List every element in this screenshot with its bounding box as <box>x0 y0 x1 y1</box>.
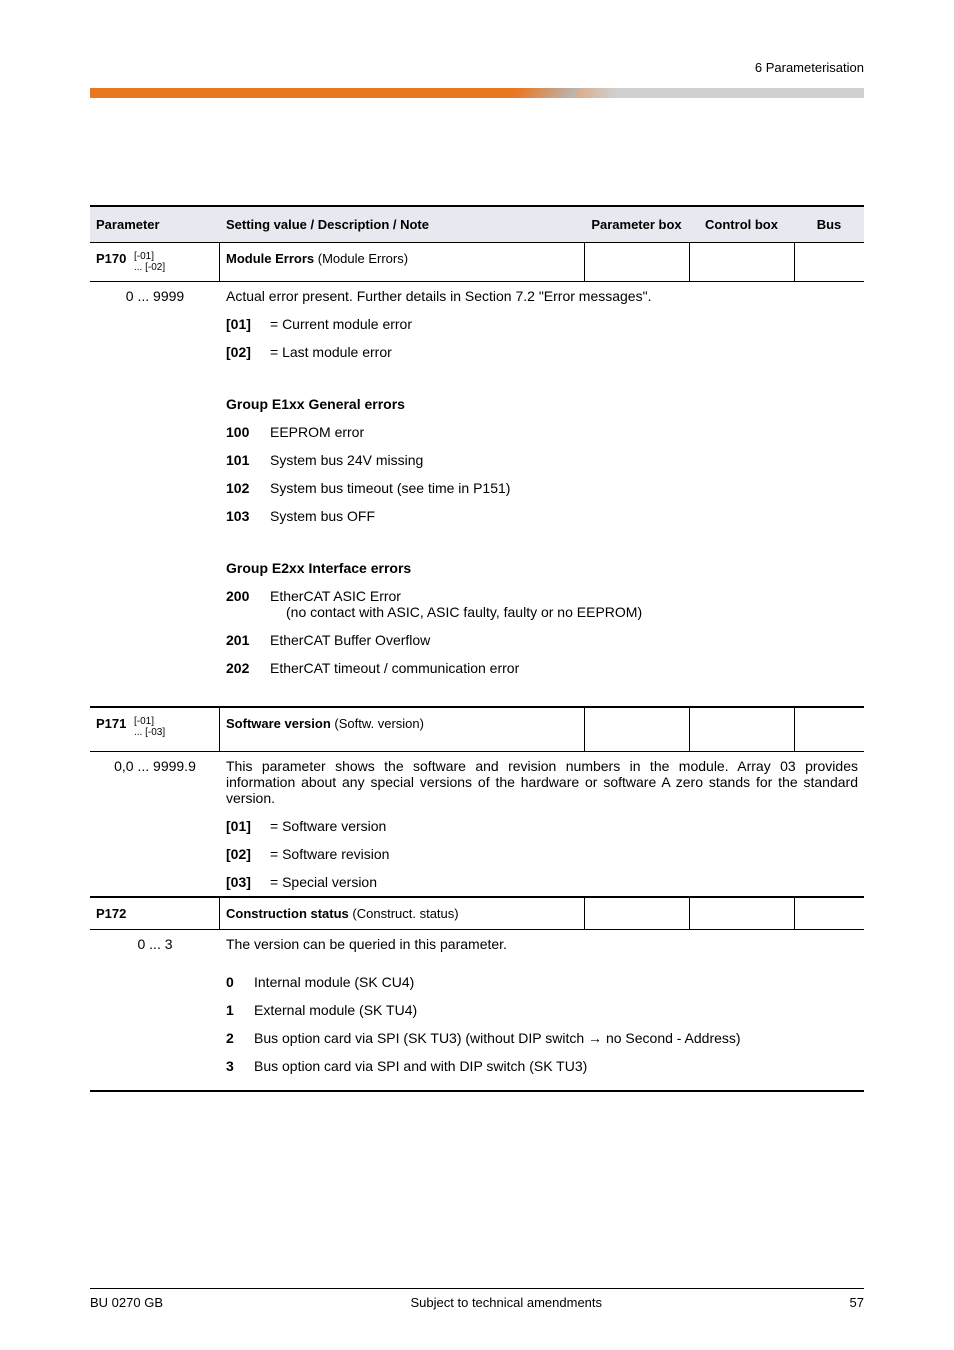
p170-groupA-title: Group E1xx General errors <box>220 394 864 414</box>
p171-a02-lbl: [02] <box>226 846 270 862</box>
footer-center: Subject to technical amendments <box>411 1295 603 1310</box>
p170-groupA-row: Group E1xx General errors <box>90 390 864 418</box>
p170-e200-lbl: 200 <box>226 588 270 604</box>
table-bottom-border <box>90 1090 864 1092</box>
p172-r0-txt: Internal module (SK CU4) <box>254 974 414 990</box>
header-section: 6 Parameterisation <box>755 60 864 75</box>
p171-ctrlcol <box>689 708 794 751</box>
p172-buscol <box>794 898 864 929</box>
p172-code: P172 <box>96 906 126 921</box>
p170-a01-row: [01]= Current module error <box>90 310 864 338</box>
p172-r0-lbl: 0 <box>226 974 254 990</box>
p170-desc: Actual error present. Further details in… <box>220 286 864 306</box>
p170-e102-row: 102System bus timeout (see time in P151) <box>90 474 864 502</box>
p171-a01-row: [01]= Software version <box>90 812 864 840</box>
p170-e200-row: 200EtherCAT ASIC Error(no contact with A… <box>90 582 864 626</box>
table-header-row: Parameter Setting value / Description / … <box>90 205 864 243</box>
p170-e200-sub: (no contact with ASIC, ASIC faulty, faul… <box>226 604 642 620</box>
p170-e201-txt: EtherCAT Buffer Overflow <box>270 632 430 648</box>
th-parameter-box: Parameter box <box>584 207 689 242</box>
p170-e101-row: 101System bus 24V missing <box>90 446 864 474</box>
p172-r1-lbl: 1 <box>226 1002 254 1018</box>
p172-r1-txt: External module (SK TU4) <box>254 1002 417 1018</box>
p171-range: 0,0 ... 9999.9 <box>90 756 220 808</box>
th-bus: Bus <box>794 207 864 242</box>
p171-a01-txt: = Software version <box>270 818 386 834</box>
p170-e100-txt: EEPROM error <box>270 424 364 440</box>
p170-e103-lbl: 103 <box>226 508 270 524</box>
p172-r0-row: 0Internal module (SK CU4) <box>90 968 864 996</box>
p170-array-note: [-01] ... [-02] <box>134 251 165 273</box>
p170-e101-lbl: 101 <box>226 452 270 468</box>
p172-range: 0 ... 3 <box>90 934 220 954</box>
p172-title-suffix: (Construct. status) <box>352 906 458 921</box>
p171-code: P171 <box>96 716 126 731</box>
p171-header-row: P171 [-01] ... [-03] Software version (S… <box>90 706 864 752</box>
p171-desc: This parameter shows the software and re… <box>220 756 864 808</box>
th-parameter: Parameter <box>90 207 220 242</box>
p172-r1-row: 1External module (SK TU4) <box>90 996 864 1024</box>
p172-header-row: P172 Construction status (Construct. sta… <box>90 896 864 930</box>
footer-left: BU 0270 GB <box>90 1295 163 1310</box>
th-control-box: Control box <box>689 207 794 242</box>
p170-e100-lbl: 100 <box>226 424 270 440</box>
p170-e200-txt: EtherCAT ASIC Error <box>270 588 401 604</box>
p170-e103-row: 103System bus OFF <box>90 502 864 530</box>
p172-range-row: 0 ... 3 The version can be queried in th… <box>90 930 864 958</box>
p170-paramcol <box>584 243 689 281</box>
p170-buscol <box>794 243 864 281</box>
p170-a01-txt: = Current module error <box>270 316 412 332</box>
p170-e201-lbl: 201 <box>226 632 270 648</box>
p172-ctrlcol <box>689 898 794 929</box>
p170-title-suffix: (Module Errors) <box>318 251 408 266</box>
p171-a01-lbl: [01] <box>226 818 270 834</box>
p171-a03-row: [03]= Special version <box>90 868 864 896</box>
p170-a02-row: [02]= Last module error <box>90 338 864 366</box>
p171-buscol <box>794 708 864 751</box>
p170-header-row: P170 [-01] ... [-02] Module Errors (Modu… <box>90 243 864 282</box>
p170-a02-txt: = Last module error <box>270 344 392 360</box>
p170-range-row: 0 ... 9999 Actual error present. Further… <box>90 282 864 310</box>
p170-e201-row: 201EtherCAT Buffer Overflow <box>90 626 864 654</box>
p170-e102-lbl: 102 <box>226 480 270 496</box>
p170-e202-txt: EtherCAT timeout / communication error <box>270 660 519 676</box>
p172-r2-lbl: 2 <box>226 1030 254 1046</box>
p170-e202-row: 202EtherCAT timeout / communication erro… <box>90 654 864 682</box>
p170-groupB-title: Group E2xx Interface errors <box>220 558 864 578</box>
p170-e103-txt: System bus OFF <box>270 508 375 524</box>
p170-e102-txt: System bus timeout (see time in P151) <box>270 480 510 496</box>
p170-e101-txt: System bus 24V missing <box>270 452 423 468</box>
header-accent-bar <box>90 88 864 98</box>
footer-right: 57 <box>850 1295 864 1310</box>
p172-r3-row: 3Bus option card via SPI and with DIP sw… <box>90 1052 864 1080</box>
p172-r3-lbl: 3 <box>226 1058 254 1074</box>
p172-r3-txt: Bus option card via SPI and with DIP swi… <box>254 1058 587 1074</box>
p171-a02-txt: = Software revision <box>270 846 389 862</box>
p170-e202-lbl: 202 <box>226 660 270 676</box>
p172-desc: The version can be queried in this param… <box>220 934 864 954</box>
p171-range-row: 0,0 ... 9999.9 This parameter shows the … <box>90 752 864 812</box>
p171-array-note: [-01] ... [-03] <box>134 716 165 738</box>
p171-a02-row: [02]= Software revision <box>90 840 864 868</box>
p171-a03-lbl: [03] <box>226 874 270 890</box>
page-footer: BU 0270 GB Subject to technical amendmen… <box>90 1288 864 1310</box>
p170-a02-lbl: [02] <box>226 344 270 360</box>
th-description: Setting value / Description / Note <box>220 207 584 242</box>
p170-ctrlcol <box>689 243 794 281</box>
p171-paramcol <box>584 708 689 751</box>
p171-a03-txt: = Special version <box>270 874 377 890</box>
p170-e100-row: 100EEPROM error <box>90 418 864 446</box>
p171-title: Software version <box>226 716 334 731</box>
p170-a01-lbl: [01] <box>226 316 270 332</box>
p172-r2-row: 2Bus option card via SPI (SK TU3) (witho… <box>90 1024 864 1052</box>
p170-range: 0 ... 9999 <box>90 286 220 306</box>
p172-title: Construction status <box>226 906 352 921</box>
p170-title: Module Errors <box>226 251 318 266</box>
p171-title-suffix: (Softw. version) <box>334 716 424 731</box>
p170-code: P170 <box>96 251 126 266</box>
p172-r2-txt: Bus option card via SPI (SK TU3) (withou… <box>254 1030 741 1046</box>
p170-groupB-row: Group E2xx Interface errors <box>90 554 864 582</box>
p172-paramcol <box>584 898 689 929</box>
